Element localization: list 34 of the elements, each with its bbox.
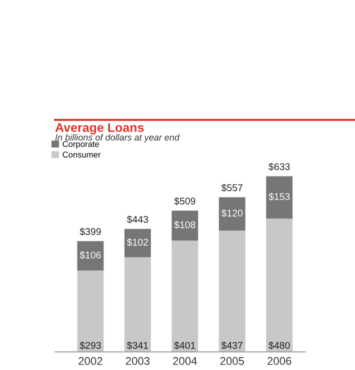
- x-tick-label: 2004: [173, 357, 197, 365]
- bar: [124, 257, 151, 352]
- x-tick-label: 2006: [268, 357, 292, 365]
- x-tick-label: 2005: [220, 357, 244, 365]
- bar: [218, 230, 246, 352]
- data-label: $153: [268, 192, 290, 201]
- data-label: $293: [80, 342, 101, 350]
- legend-label: Consumer: [62, 152, 101, 158]
- chart-subtitle: In billions of dollars at year end: [55, 134, 180, 142]
- bar: [124, 228, 151, 258]
- data-label: $106: [80, 251, 101, 260]
- chart-title: Average Loans: [55, 123, 144, 134]
- total-label: $633: [268, 162, 290, 171]
- total-label: $509: [174, 197, 196, 206]
- x-tick-label: 2003: [126, 357, 150, 365]
- bar: [172, 210, 198, 241]
- bar: [77, 270, 104, 352]
- data-label: $437: [221, 342, 242, 350]
- bar: [172, 240, 198, 352]
- data-label: $480: [268, 342, 290, 350]
- bar: [77, 241, 104, 271]
- bar: [218, 197, 246, 231]
- total-label: $443: [126, 216, 148, 224]
- data-label: $401: [174, 342, 196, 350]
- data-label: $108: [174, 220, 196, 229]
- total-label: $399: [80, 228, 101, 236]
- x-tick-label: 2002: [78, 357, 102, 365]
- data-label: $341: [126, 342, 148, 350]
- bar: [266, 176, 293, 219]
- total-label: $557: [221, 184, 242, 192]
- bar: [266, 218, 293, 352]
- data-label: $102: [126, 238, 148, 246]
- data-label: $120: [221, 209, 243, 218]
- legend-label: Corporate: [62, 141, 99, 149]
